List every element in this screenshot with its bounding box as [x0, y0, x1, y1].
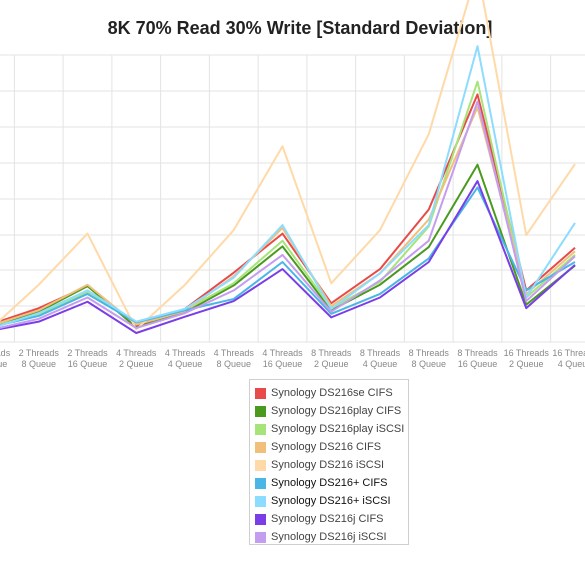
x-tick-label: 4 Queue: [0, 359, 7, 369]
legend-item[interactable]: Synology DS216j CIFS: [255, 510, 408, 528]
legend-swatch: [255, 441, 266, 453]
legend-swatch: [255, 387, 266, 399]
legend-swatch: [255, 459, 266, 471]
legend-item[interactable]: Synology DS216j iSCSI: [255, 528, 408, 546]
legend-swatch: [255, 495, 266, 507]
x-tick-label: 16 Threads: [552, 348, 585, 358]
series-line-synology-ds216-iscsi[interactable]: [0, 45, 576, 329]
legend-label: Synology DS216se CIFS: [271, 387, 393, 399]
legend-item[interactable]: Synology DS216 iSCSI: [255, 456, 408, 474]
x-tick-label: 8 Queue: [216, 359, 251, 369]
legend: Synology DS216se CIFS Synology DS216play …: [249, 379, 409, 545]
x-tick-label: 8 Threads: [457, 348, 498, 358]
x-tick-label: 4 Threads: [116, 348, 157, 358]
legend-label: Synology DS216play iSCSI: [271, 423, 405, 435]
series-lines: [0, 0, 576, 334]
legend-label: Synology DS216+ CIFS: [271, 477, 388, 489]
legend-item[interactable]: Synology DS216 CIFS: [255, 438, 408, 456]
x-tick-label: 4 Threads: [214, 348, 255, 358]
legend-label: Synology DS216play CIFS: [271, 405, 402, 417]
x-tick-label: 2 Threads: [0, 348, 11, 358]
series-line-synology-ds216-iscsi[interactable]: [0, 0, 576, 331]
legend-item[interactable]: Synology DS216play iSCSI: [255, 420, 408, 438]
legend-label: Synology DS216j CIFS: [271, 513, 384, 525]
legend-label: Synology DS216j iSCSI: [271, 531, 387, 543]
legend-label: Synology DS216+ iSCSI: [271, 495, 391, 507]
x-tick-label: 4 Queue: [168, 359, 203, 369]
legend-item[interactable]: Synology DS216+ iSCSI: [255, 492, 408, 510]
x-tick-label: 8 Threads: [409, 348, 450, 358]
x-tick-label: 2 Queue: [314, 359, 349, 369]
x-tick-label: 8 Queue: [21, 359, 56, 369]
x-tick-label: 16 Queue: [458, 359, 498, 369]
gridlines: [0, 54, 585, 343]
x-tick-label: 4 Queue: [363, 359, 398, 369]
legend-swatch: [255, 513, 266, 525]
x-tick-label: 2 Queue: [509, 359, 544, 369]
legend-item[interactable]: Synology DS216se CIFS: [255, 384, 408, 402]
legend-label: Synology DS216 CIFS: [271, 441, 382, 453]
series-line-synology-ds216-cifs[interactable]: [0, 186, 576, 327]
legend-item[interactable]: Synology DS216play CIFS: [255, 402, 408, 420]
x-tick-label: 4 Queue: [558, 359, 585, 369]
x-tick-label: 2 Queue: [119, 359, 154, 369]
x-tick-label: 8 Threads: [360, 348, 401, 358]
chart-title: 8K 70% Read 30% Write [Standard Deviatio…: [107, 18, 493, 38]
x-tick-label: 8 Threads: [311, 348, 352, 358]
legend-label: Synology DS216 iSCSI: [271, 459, 385, 471]
x-tick-label: 2 Threads: [67, 348, 108, 358]
legend-swatch: [255, 423, 266, 435]
x-tick-label: 16 Threads: [504, 348, 550, 358]
series-line-synology-ds216j-iscsi[interactable]: [0, 100, 576, 331]
legend-swatch: [255, 477, 266, 489]
x-tick-label: 16 Queue: [263, 359, 303, 369]
series-line-synology-ds216play-cifs[interactable]: [0, 163, 576, 329]
x-tick-label: 16 Queue: [68, 359, 108, 369]
x-tick-label: 4 Threads: [165, 348, 206, 358]
series-line-synology-ds216-cifs[interactable]: [0, 106, 576, 326]
series-line-synology-ds216j-cifs[interactable]: [0, 180, 576, 334]
x-tick-label: 4 Threads: [262, 348, 303, 358]
legend-item[interactable]: Synology DS216+ CIFS: [255, 474, 408, 492]
series-line-synology-ds216play-iscsi[interactable]: [0, 80, 576, 327]
legend-swatch: [255, 405, 266, 417]
x-tick-label: 2 Threads: [19, 348, 60, 358]
legend-swatch: [255, 531, 266, 543]
x-tick-label: 8 Queue: [411, 359, 446, 369]
